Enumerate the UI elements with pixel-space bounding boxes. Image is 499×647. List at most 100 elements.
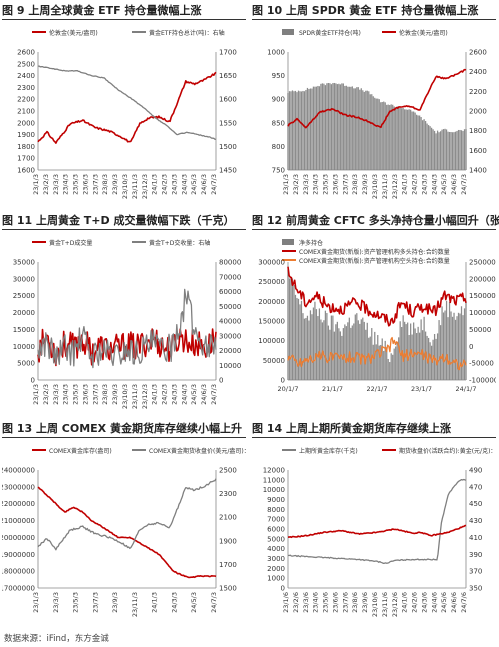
bar: [371, 94, 373, 170]
bar: [413, 111, 415, 170]
bar: [375, 344, 377, 380]
bar: [384, 102, 386, 170]
panel-title: 图 14 上周上期所黄金期货库存继续上涨: [252, 420, 496, 438]
y-tick-right: 1900: [219, 537, 237, 545]
y-tick-left: 800: [272, 143, 285, 151]
legend-label: 黄金ETF持仓总计(吨)：右轴: [149, 29, 225, 37]
x-tick: 23/5/3: [322, 174, 330, 195]
x-tick: 24/3/3: [170, 384, 178, 405]
y-tick-right: 1700: [219, 49, 237, 57]
bar: [393, 348, 395, 380]
bar: [357, 87, 359, 170]
panel-title: 图 11 上周黄金 T+D 成交量微幅下跌（千克）: [2, 212, 246, 230]
bar: [366, 322, 368, 380]
x-tick: 23/8/3: [101, 174, 109, 195]
bar: [330, 315, 333, 380]
bar: [299, 304, 301, 380]
y-tick-right: 150000: [469, 292, 496, 300]
bar: [398, 337, 400, 380]
y-tick-right: 1550: [219, 119, 237, 127]
bar: [344, 85, 346, 170]
y-tick-left: 1800: [17, 143, 35, 151]
bar: [392, 354, 394, 380]
bar: [287, 269, 289, 380]
x-tick: 24/1/3: [151, 174, 159, 195]
bar: [339, 84, 341, 170]
bar: [418, 332, 421, 380]
bar: [347, 322, 349, 380]
bar: [459, 129, 461, 170]
y-tick-left: 10000: [263, 486, 285, 494]
bar: [291, 90, 294, 170]
bar: [432, 129, 434, 170]
x-tick: 24/6/3: [450, 174, 458, 195]
y-tick-right: 60000: [219, 288, 241, 296]
bar: [377, 335, 379, 380]
x-tick: 24/3/6: [420, 592, 428, 613]
x-tick: 24/4/3: [430, 174, 438, 195]
x-tick: 23/12/3: [141, 174, 149, 199]
bar: [405, 109, 407, 170]
legend-label: SPDR黄金ETF持仓(吨): [299, 29, 361, 37]
bar: [374, 97, 376, 170]
panel-title: 图 13 上周 COMEX 黄金期货库存继续小幅上升: [2, 420, 246, 438]
bar: [429, 342, 431, 380]
bar: [404, 109, 406, 170]
bar: [429, 126, 431, 170]
bar: [371, 328, 373, 380]
y-tick-right: 20000: [219, 347, 241, 355]
bar: [351, 325, 353, 380]
y-tick-left: 5000: [17, 360, 35, 368]
y-tick-right: 490: [469, 467, 482, 475]
bar: [327, 82, 330, 170]
x-tick: 24/3/3: [420, 174, 428, 195]
y-tick-left: 1700: [17, 155, 35, 163]
x-tick: 23/3/3: [52, 384, 60, 405]
bar: [444, 310, 446, 380]
x-tick: 23/5/3: [72, 592, 80, 613]
bar: [350, 327, 352, 380]
bar: [401, 108, 403, 170]
bar: [423, 119, 425, 170]
bar: [456, 130, 458, 170]
y-tick-left: 11000: [263, 476, 285, 484]
bar: [303, 318, 306, 380]
bar: [353, 323, 355, 380]
bar: [320, 319, 322, 380]
bar: [389, 362, 391, 380]
bar: [436, 333, 439, 380]
bar: [442, 129, 445, 170]
panel-title: 图 9 上周全球黄金 ETF 持仓量微幅上涨: [2, 2, 246, 20]
x-tick: 23/2/3: [42, 174, 50, 195]
bar: [462, 131, 464, 170]
y-tick-right: 2200: [469, 88, 487, 96]
y-tick-left: 2100: [17, 108, 35, 116]
bar: [420, 117, 422, 170]
bar: [457, 129, 460, 170]
y-tick-right: 2000: [469, 108, 487, 116]
bar: [359, 89, 361, 170]
bar: [311, 314, 313, 380]
x-tick: 23/2/3: [42, 384, 50, 405]
bar: [329, 83, 331, 170]
x-tick: 23/3/6: [302, 592, 310, 613]
bar: [463, 308, 466, 380]
y-tick-left: 21000000: [2, 517, 35, 525]
bar: [345, 326, 347, 380]
series-line: [38, 65, 217, 140]
bar: [454, 319, 457, 380]
bar: [424, 331, 427, 380]
bar: [306, 315, 309, 380]
panel-fig12: 图 12 前周黄金 CFTC 多头净持仓量小幅回升（张） 净多持仓 COMEX黄金…: [252, 212, 499, 420]
bar: [297, 90, 300, 170]
bar: [408, 109, 410, 170]
y-tick-left: 23000000: [2, 483, 35, 491]
x-tick: 23/1/6: [282, 592, 290, 613]
y-tick-right: 2400: [469, 68, 487, 76]
y-tick-left: 12000: [263, 467, 285, 475]
bar: [433, 334, 436, 380]
y-tick-right: 250000: [469, 259, 496, 267]
y-tick-left: 10000: [13, 343, 35, 351]
y-tick-left: 30000: [13, 275, 35, 283]
x-tick: 23/3/3: [302, 174, 310, 195]
